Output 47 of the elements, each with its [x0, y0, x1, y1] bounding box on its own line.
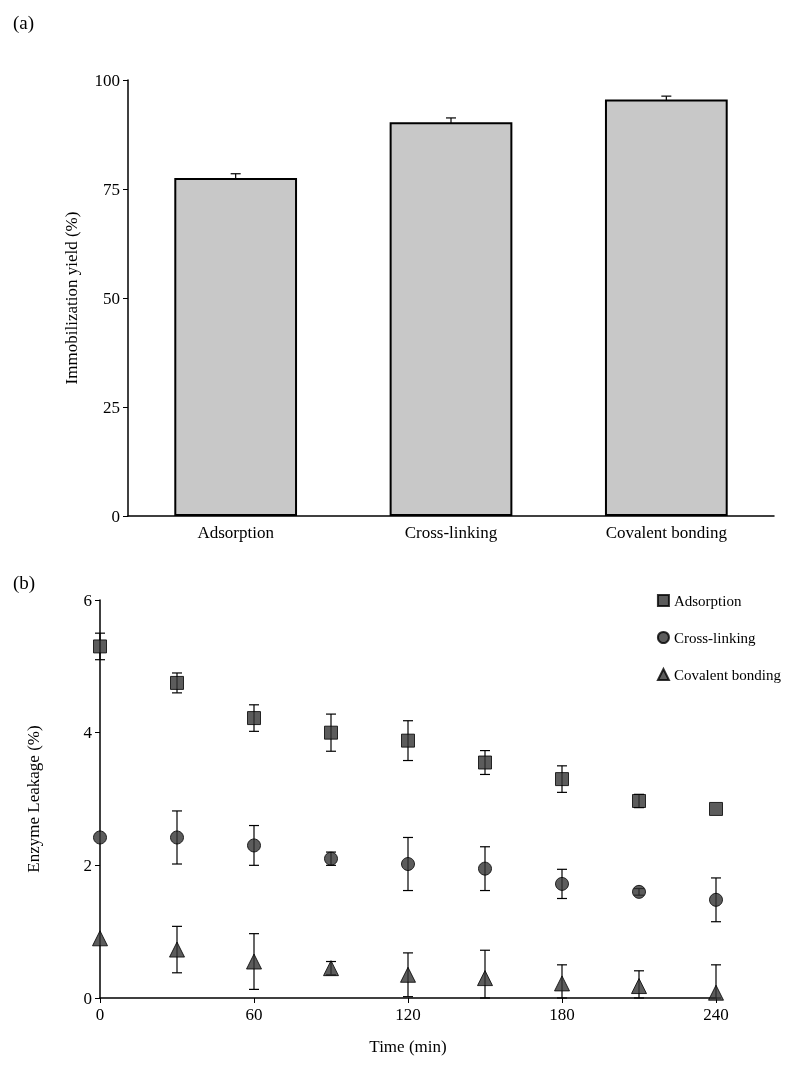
y-tick-label: 2: [83, 855, 92, 875]
y-tick-label: 25: [103, 397, 120, 417]
legend-label: Cross-linking: [673, 629, 757, 646]
point: [92, 930, 108, 947]
x-tick-label: Covalent bonding: [605, 523, 728, 542]
point: [170, 675, 184, 690]
point: [709, 801, 723, 816]
x-tick-label: 180: [549, 1005, 575, 1024]
x-tick-label: Adsorption: [197, 523, 275, 542]
point: [400, 966, 416, 983]
point: [554, 975, 570, 992]
point: [709, 892, 723, 907]
legend-label: Covalent bonding: [673, 666, 782, 683]
point: [170, 830, 184, 845]
x-tick-label: 240: [703, 1005, 729, 1024]
y-tick-label: 0: [83, 988, 92, 1008]
point: [478, 861, 492, 876]
chart-title: (b): [13, 572, 36, 594]
point: [93, 830, 107, 845]
point: [555, 876, 569, 891]
point: [631, 978, 647, 995]
x-tick-label: Cross-linking: [404, 523, 498, 542]
point: [247, 711, 261, 726]
x-axis-title: Time (min): [369, 1037, 447, 1056]
point: [401, 857, 415, 871]
point: [478, 755, 492, 770]
point: [401, 733, 415, 748]
y-tick-label: 100: [94, 70, 120, 90]
point: [555, 772, 569, 787]
y-tick-label: 75: [103, 179, 120, 199]
y-tick-label: 4: [83, 723, 93, 743]
point: [708, 984, 724, 1001]
point: [324, 725, 338, 740]
x-tick-label: 60: [245, 1005, 263, 1024]
y-axis-title: Enzyme Leakage (%): [24, 725, 43, 873]
point: [169, 941, 185, 958]
point: [246, 953, 262, 970]
y-tick-label: 6: [83, 590, 92, 610]
point: [477, 970, 493, 987]
y-axis-title: Immobilization yield (%): [62, 211, 81, 385]
point: [247, 838, 261, 853]
point: [93, 639, 107, 654]
legend-label: Adsorption: [673, 592, 742, 609]
x-tick-label: 120: [395, 1005, 421, 1024]
y-tick-label: 50: [103, 288, 120, 308]
chart-title: (a): [13, 12, 35, 34]
y-tick-label: 0: [111, 506, 120, 526]
